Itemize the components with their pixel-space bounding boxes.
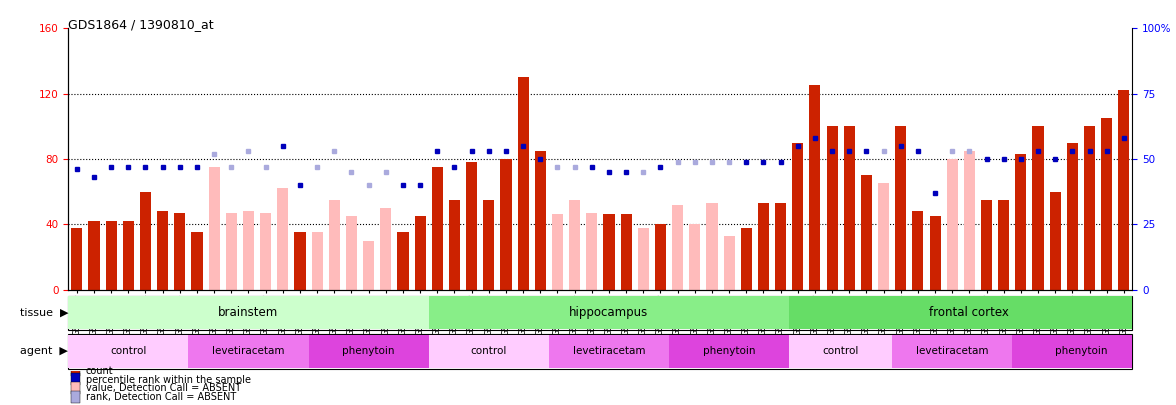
- Bar: [432, 167, 443, 290]
- Bar: [827, 126, 837, 290]
- Bar: [637, 228, 649, 290]
- Bar: [414, 216, 426, 290]
- Bar: [947, 159, 957, 290]
- Bar: [174, 213, 186, 290]
- Bar: [68, 296, 429, 329]
- Bar: [1050, 192, 1061, 290]
- Bar: [208, 167, 220, 290]
- Text: frontal cortex: frontal cortex: [929, 306, 1009, 320]
- Bar: [260, 213, 272, 290]
- Bar: [346, 216, 358, 290]
- Text: levetiracetam: levetiracetam: [573, 346, 646, 356]
- Text: levetiracetam: levetiracetam: [916, 346, 989, 356]
- Text: phenytoin: phenytoin: [342, 346, 395, 356]
- Bar: [586, 213, 597, 290]
- Bar: [380, 208, 392, 290]
- Text: phenytoin: phenytoin: [1055, 346, 1108, 356]
- Bar: [621, 215, 632, 290]
- Bar: [88, 221, 100, 290]
- Bar: [483, 200, 494, 290]
- Bar: [793, 143, 803, 290]
- Bar: [878, 183, 889, 290]
- Bar: [226, 213, 236, 290]
- Bar: [308, 335, 429, 368]
- Bar: [669, 335, 789, 368]
- Bar: [122, 221, 134, 290]
- Bar: [895, 126, 907, 290]
- Bar: [192, 232, 202, 290]
- Bar: [929, 216, 941, 290]
- Bar: [1013, 335, 1150, 368]
- Bar: [397, 232, 408, 290]
- Bar: [1033, 126, 1043, 290]
- Bar: [893, 335, 1013, 368]
- Text: percentile rank within the sample: percentile rank within the sample: [86, 375, 250, 384]
- Bar: [71, 382, 80, 394]
- Bar: [843, 126, 855, 290]
- Bar: [294, 232, 306, 290]
- Bar: [552, 215, 563, 290]
- Bar: [500, 159, 512, 290]
- Text: levetiracetam: levetiracetam: [212, 346, 285, 356]
- Bar: [188, 335, 308, 368]
- Text: control: control: [822, 346, 858, 356]
- Bar: [775, 203, 787, 290]
- Text: hippocampus: hippocampus: [569, 306, 648, 320]
- Bar: [861, 175, 871, 290]
- Bar: [278, 188, 288, 290]
- Bar: [1118, 90, 1129, 290]
- Text: control: control: [470, 346, 507, 356]
- Bar: [158, 211, 168, 290]
- Bar: [243, 211, 254, 290]
- Bar: [363, 241, 374, 290]
- Bar: [466, 162, 477, 290]
- Text: control: control: [111, 346, 147, 356]
- Bar: [549, 335, 669, 368]
- Bar: [72, 228, 82, 290]
- Bar: [569, 200, 580, 290]
- Bar: [723, 236, 735, 290]
- Bar: [429, 335, 549, 368]
- Bar: [106, 221, 116, 290]
- Bar: [1101, 118, 1112, 290]
- Bar: [449, 200, 460, 290]
- Bar: [789, 335, 893, 368]
- Bar: [655, 224, 666, 290]
- Bar: [71, 364, 80, 376]
- Text: rank, Detection Call = ABSENT: rank, Detection Call = ABSENT: [86, 392, 236, 403]
- Bar: [981, 200, 993, 290]
- Bar: [964, 151, 975, 290]
- Bar: [1084, 126, 1095, 290]
- Text: brainstem: brainstem: [219, 306, 279, 320]
- Bar: [998, 200, 1009, 290]
- Bar: [809, 85, 821, 290]
- Bar: [789, 296, 1150, 329]
- Bar: [1015, 154, 1027, 290]
- Bar: [913, 211, 923, 290]
- Bar: [741, 228, 751, 290]
- Bar: [603, 215, 615, 290]
- Bar: [517, 77, 529, 290]
- Bar: [429, 296, 789, 329]
- Text: phenytoin: phenytoin: [703, 346, 755, 356]
- Bar: [535, 151, 546, 290]
- Text: value, Detection Call = ABSENT: value, Detection Call = ABSENT: [86, 384, 241, 394]
- Bar: [1067, 143, 1078, 290]
- Text: count: count: [86, 366, 113, 375]
- Bar: [71, 373, 80, 386]
- Bar: [329, 200, 340, 290]
- Bar: [68, 335, 188, 368]
- Bar: [707, 203, 717, 290]
- Bar: [757, 203, 769, 290]
- Text: agent  ▶: agent ▶: [20, 346, 68, 356]
- Bar: [689, 224, 701, 290]
- Text: GDS1864 / 1390810_at: GDS1864 / 1390810_at: [68, 18, 214, 31]
- Bar: [140, 192, 151, 290]
- Bar: [671, 205, 683, 290]
- Bar: [71, 391, 80, 403]
- Bar: [312, 232, 322, 290]
- Text: tissue  ▶: tissue ▶: [20, 308, 68, 318]
